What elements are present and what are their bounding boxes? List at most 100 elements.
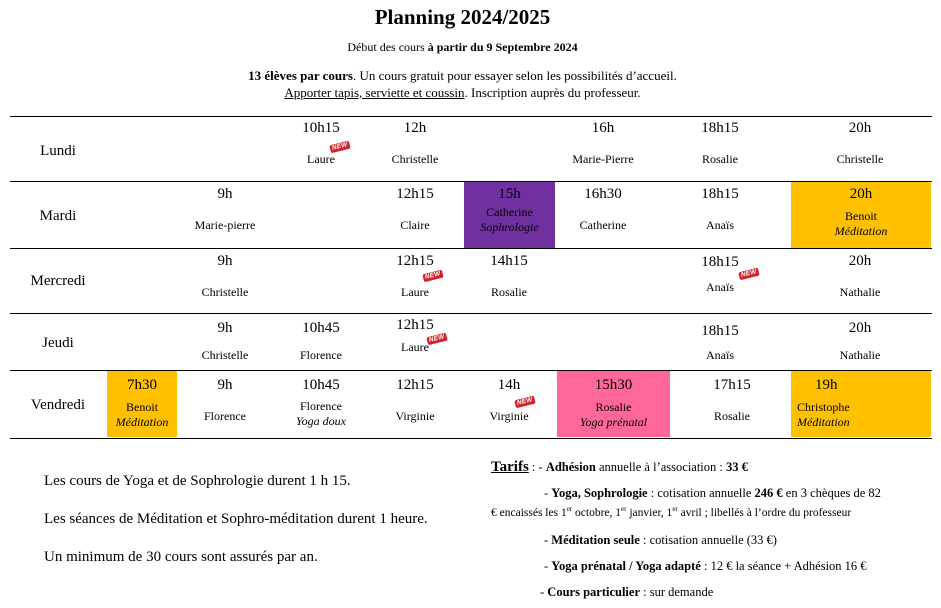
class-time: 20h <box>848 253 872 269</box>
class-slot: 16h Marie-Pierre <box>558 120 648 167</box>
teacher-name: Virginie <box>489 409 529 423</box>
tarif-text: er <box>566 505 573 513</box>
tarif-text: er <box>621 505 627 513</box>
teacher-name: Laure <box>401 340 429 354</box>
class-type: Méditation <box>797 415 850 429</box>
students-count: 13 élèves par cours <box>248 68 353 83</box>
class-time: 12h <box>403 120 427 136</box>
class-time: 9h <box>217 253 233 269</box>
day-label-mardi: Mardi <box>39 208 77 224</box>
registration-info: . Inscription auprès du professeur. <box>464 85 641 100</box>
class-slot: 10h15 Laure <box>286 120 356 167</box>
teacher-name: Christelle <box>391 152 439 166</box>
class-slot: 10h45 Florence <box>286 320 356 363</box>
tarif-text: octobre, 1 <box>572 506 622 519</box>
teacher-name: Anaïs <box>706 218 734 232</box>
class-time: 12h15 <box>396 186 434 202</box>
bring-items: Apporter tapis, serviette et coussin <box>284 85 465 100</box>
class-slot: 12h Christelle <box>380 120 450 167</box>
tarif-yoga-sophro: - Yoga, Sophrologie : cotisation annuell… <box>544 486 881 501</box>
teacher-name: Nathalie <box>839 348 881 362</box>
class-time: 20h <box>848 320 872 336</box>
class-slot: 12h15 Virginie <box>380 377 450 424</box>
teacher-name: Christelle <box>201 348 249 362</box>
teacher-name: Rosalie <box>702 152 738 166</box>
class-slot: 17h15 Rosalie <box>697 377 767 424</box>
note-duration-yoga: Les cours de Yoga et de Sophrologie dure… <box>44 473 351 489</box>
class-time: 17h15 <box>713 377 751 393</box>
teacher-name: Catherine <box>486 205 533 219</box>
tarif-text: - <box>544 533 552 547</box>
class-slot: 10h45 Florence Yoga doux <box>282 377 360 429</box>
class-time: 19h <box>815 377 838 393</box>
class-slot: 14h Virginie <box>474 377 544 424</box>
tarif-text: : 12 € la séance + Adhésion 16 € <box>700 559 867 573</box>
class-time: 20h <box>848 120 872 136</box>
class-slot: 9h Marie-pierre <box>185 186 265 233</box>
class-time: 12h15 <box>396 317 434 333</box>
teacher-name: Laure <box>307 152 335 166</box>
class-slot: 20h Christelle <box>820 120 900 167</box>
teacher-name: Catherine <box>579 218 627 232</box>
tarif-text: Méditation seule <box>551 533 640 547</box>
tarif-price: 246 € <box>754 486 783 500</box>
teacher-name: Rosalie <box>714 409 750 423</box>
tarif-text: € encaissés les 1 <box>491 506 567 519</box>
class-time: 16h30 <box>584 186 622 202</box>
day-label-vendredi: Vendredi <box>30 397 86 413</box>
tarif-text: : cotisation annuelle (33 €) <box>639 533 777 547</box>
start-date: à partir du 9 Septembre 2024 <box>427 40 578 54</box>
class-slot: 9h Christelle <box>185 253 265 300</box>
teacher-name: Anaïs <box>706 348 734 362</box>
tarif-text: avril ; libellés à l’ordre du professeur <box>677 506 852 519</box>
teacher-name: Claire <box>400 218 430 232</box>
table-divider <box>10 248 932 249</box>
class-type: Yoga doux <box>296 414 346 428</box>
tarif-meditation: - Méditation seule : cotisation annuelle… <box>544 533 777 548</box>
start-date-line: Début des cours à partir du 9 Septembre … <box>0 40 925 55</box>
class-time: 18h15 <box>701 254 739 270</box>
class-time: 15h30 <box>594 377 633 393</box>
class-slot-meditation: 19h Christophe Méditation <box>791 371 931 437</box>
class-time: 10h45 <box>302 320 340 336</box>
teacher-name: Marie-Pierre <box>572 152 634 166</box>
tarif-prenatal: - Yoga prénatal / Yoga adapté : 12 € la … <box>544 559 867 574</box>
class-type: Yoga prénatal <box>579 415 648 429</box>
class-time: 15h <box>498 186 521 202</box>
students-info: . Un cours gratuit pour essayer selon le… <box>352 68 677 83</box>
tarif-text: Adhésion <box>545 460 596 474</box>
class-slot: 14h15 Rosalie <box>474 253 544 300</box>
class-slot-meditation: 7h30 Benoit Méditation <box>107 371 177 437</box>
class-time: 18h15 <box>701 120 739 136</box>
class-time: 10h15 <box>302 120 340 136</box>
teacher-name: Nathalie <box>839 285 881 299</box>
tarif-text: Yoga prénatal / Yoga adapté <box>551 559 701 573</box>
start-prefix: Début des cours <box>347 40 428 54</box>
teacher-name: Benoit <box>845 209 877 223</box>
day-label-lundi: Lundi <box>40 143 76 159</box>
teacher-name: Christelle <box>201 285 249 299</box>
class-slot: 12h15 Laure <box>380 253 450 300</box>
tarif-text: : - <box>528 460 546 474</box>
class-slot: 9h Christelle <box>185 320 265 363</box>
class-slot: 18h15 Anaïs <box>685 323 755 363</box>
class-time: 10h45 <box>302 377 340 393</box>
class-slot: 18h15 Rosalie <box>685 120 755 167</box>
class-time: 12h15 <box>396 253 434 269</box>
class-time: 16h <box>591 120 615 136</box>
class-time: 9h <box>217 320 233 336</box>
teacher-name: Anaïs <box>706 280 734 294</box>
tarif-text: - <box>544 559 552 573</box>
class-time: 7h30 <box>127 377 157 393</box>
tarif-particulier: - Cours particulier : sur demande <box>540 585 713 600</box>
teacher-name: Marie-pierre <box>194 218 256 232</box>
class-time: 12h15 <box>396 377 434 393</box>
tarifs-heading: Tarifs <box>491 459 529 475</box>
tarif-text: - <box>540 585 548 599</box>
tarif-text: : sur demande <box>640 585 714 599</box>
table-divider <box>10 370 932 371</box>
class-slot-sophrologie: 15h Catherine Sophrologie <box>464 182 555 248</box>
tarif-text: : cotisation annuelle <box>647 486 755 500</box>
class-time: 20h <box>849 186 873 202</box>
teacher-name: Benoit <box>126 400 158 414</box>
